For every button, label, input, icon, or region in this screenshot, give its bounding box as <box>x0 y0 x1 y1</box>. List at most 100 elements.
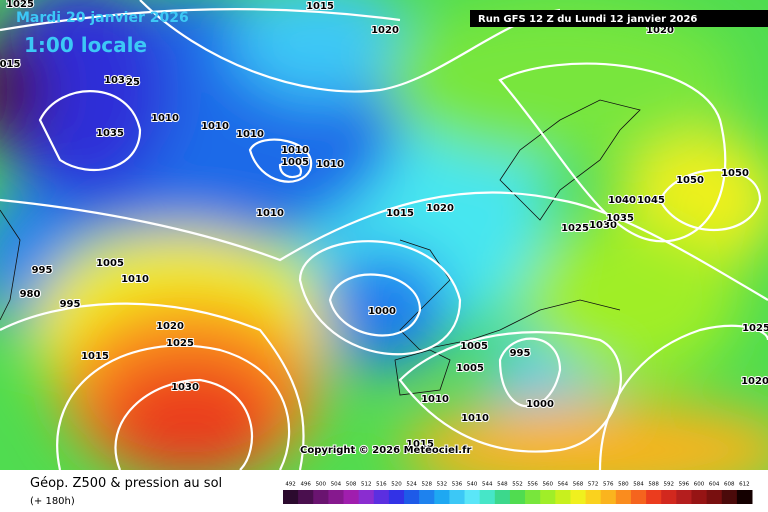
scale-label: 548 <box>497 482 508 488</box>
scale-label: 520 <box>391 482 402 488</box>
isobar-label: 1005 <box>281 157 309 168</box>
scale-label: 584 <box>633 482 644 488</box>
isobar-label: 1010 <box>151 113 179 124</box>
isobar-label: 1025 <box>166 338 194 349</box>
scale-label: 556 <box>527 482 538 488</box>
scale-swatch <box>706 490 723 504</box>
scale-swatch <box>419 490 435 504</box>
scale-swatch <box>313 490 329 504</box>
scale-swatch <box>555 490 571 504</box>
scale-label: 496 <box>300 482 311 488</box>
isobar-label: 1005 <box>456 363 484 374</box>
footer-title: Géop. Z500 & pression au sol <box>30 476 222 491</box>
scale-label: 596 <box>679 482 690 488</box>
scale-swatch <box>464 490 481 504</box>
isobar-label: 1000 <box>368 306 396 317</box>
isobar-label: 1010 <box>236 129 264 140</box>
scale-swatch <box>570 490 587 504</box>
scale-label: 536 <box>452 482 463 488</box>
isobar-label: 1030 <box>171 382 199 393</box>
isobar-label: 1025 <box>742 323 768 334</box>
scale-label: 504 <box>331 482 342 488</box>
isobar-label: 1010 <box>256 208 284 219</box>
scale-label: 588 <box>648 482 659 488</box>
isobar-label: 1035 <box>606 213 634 224</box>
scale-swatch <box>585 490 602 504</box>
scale-swatch <box>328 490 345 504</box>
isobar-label: 1010 <box>121 274 149 285</box>
scale-label: 608 <box>724 482 735 488</box>
isobar-label: 995 <box>60 299 81 310</box>
isobar-label: 1010 <box>201 121 229 132</box>
isobar-label: 015 <box>0 59 20 70</box>
isobar-label: 1050 <box>721 168 749 179</box>
scale-swatch <box>646 490 662 504</box>
scale-swatch <box>298 490 314 504</box>
isobar-label: 1015 <box>406 439 434 450</box>
isobar-label: 1045 <box>637 195 665 206</box>
scale-label: 532 <box>437 482 448 488</box>
scale-label: 500 <box>316 482 327 488</box>
scale-label: 516 <box>376 482 387 488</box>
run-banner <box>470 10 768 27</box>
scale-label: 508 <box>346 482 357 488</box>
scale-label: 568 <box>573 482 584 488</box>
isobar-label: 1015 <box>81 351 109 362</box>
isobar-label: 1010 <box>281 145 309 156</box>
isobar-label: 980 <box>20 289 41 300</box>
scale-label: 544 <box>482 482 493 488</box>
scale-label: 564 <box>558 482 569 488</box>
scale-swatch <box>449 490 466 504</box>
scale-swatch <box>388 490 405 504</box>
scale-swatch <box>540 490 556 504</box>
copyright: Copyright © 2026 Meteociel.fr <box>300 445 471 456</box>
scale-swatch <box>343 490 360 504</box>
scale-swatch <box>661 490 677 504</box>
scale-swatch <box>434 490 450 504</box>
scale-swatch <box>676 490 692 504</box>
run-info: Run GFS 12 Z du Lundi 12 janvier 2026 <box>478 14 697 25</box>
scale-label: 540 <box>467 482 478 488</box>
scale-swatch <box>721 490 738 504</box>
scale-swatch <box>479 490 496 504</box>
isobar-label: 995 <box>32 265 53 276</box>
isobar-label: 995 <box>510 348 531 359</box>
scale-label: 524 <box>406 482 417 488</box>
scale-label: 512 <box>361 482 372 488</box>
scale-swatch <box>630 490 647 504</box>
isobar-label: 1040 <box>608 195 636 206</box>
valid-date: Mardi 20 janvier 2026 <box>16 10 189 26</box>
isobar-label: 1035 <box>96 128 124 139</box>
scale-label: 552 <box>512 482 523 488</box>
isobar-label: 1000 <box>526 399 554 410</box>
isobar-label: 1015 <box>386 208 414 219</box>
isobar-label: 1015 <box>306 1 334 12</box>
scale-swatch <box>600 490 617 504</box>
isobar-label: 1005 <box>460 341 488 352</box>
isobar-label: 1020 <box>156 321 184 332</box>
scale-label: 560 <box>543 482 554 488</box>
scale-label: 528 <box>421 482 432 488</box>
scale-swatch <box>615 490 632 504</box>
scale-swatch <box>494 490 511 504</box>
scale-swatch <box>691 490 708 504</box>
isobar-label: 1030 <box>589 220 617 231</box>
scale-swatch <box>525 490 541 504</box>
scale-label: 600 <box>694 482 705 488</box>
isobar-label: 1020 <box>371 25 399 36</box>
scale-label: 592 <box>664 482 675 488</box>
isobar-label: 1050 <box>676 175 704 186</box>
color-scale: 492 496 500 504 508 512 516 520 524 528 532 536 540 5… <box>283 482 753 504</box>
isobar-label: 1020 <box>426 203 454 214</box>
scale-label: 492 <box>285 482 296 488</box>
scale-swatch <box>358 490 375 504</box>
scale-swatch <box>283 490 299 504</box>
scale-label: 612 <box>739 482 750 488</box>
isobar-label: 1025 <box>561 223 589 234</box>
valid-time: 1:00 locale <box>24 33 147 57</box>
scale-swatch <box>509 490 526 504</box>
scale-label: 576 <box>603 482 614 488</box>
isobar-label: 1020 <box>646 25 674 36</box>
scale-swatch <box>404 490 420 504</box>
